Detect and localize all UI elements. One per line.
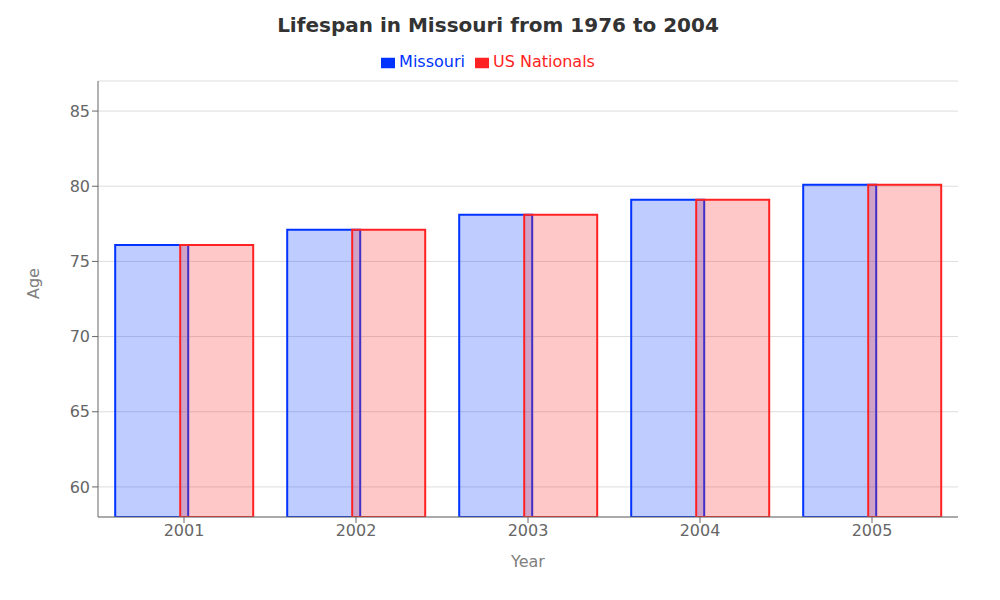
svg-text:60: 60 — [70, 478, 90, 497]
svg-text:75: 75 — [70, 252, 90, 271]
svg-text:2002: 2002 — [336, 521, 377, 540]
svg-text:2004: 2004 — [680, 521, 721, 540]
svg-text:70: 70 — [70, 327, 90, 346]
html-text:Missouri: Missouri — [399, 52, 465, 71]
svg-text:85: 85 — [70, 102, 90, 121]
svg-text:65: 65 — [70, 402, 90, 421]
svg-text:Age: Age — [24, 268, 43, 299]
svg-text:2005: 2005 — [852, 521, 893, 540]
svg-text:Year: Year — [510, 552, 545, 571]
svg-text:2001: 2001 — [164, 521, 205, 540]
svg-text:80: 80 — [70, 177, 90, 196]
html-text:US Nationals: US Nationals — [493, 52, 595, 71]
svg-text:2003: 2003 — [508, 521, 549, 540]
html-text:Lifespan in Missouri from 1976: Lifespan in Missouri from 1976 to 2004 — [277, 13, 719, 37]
